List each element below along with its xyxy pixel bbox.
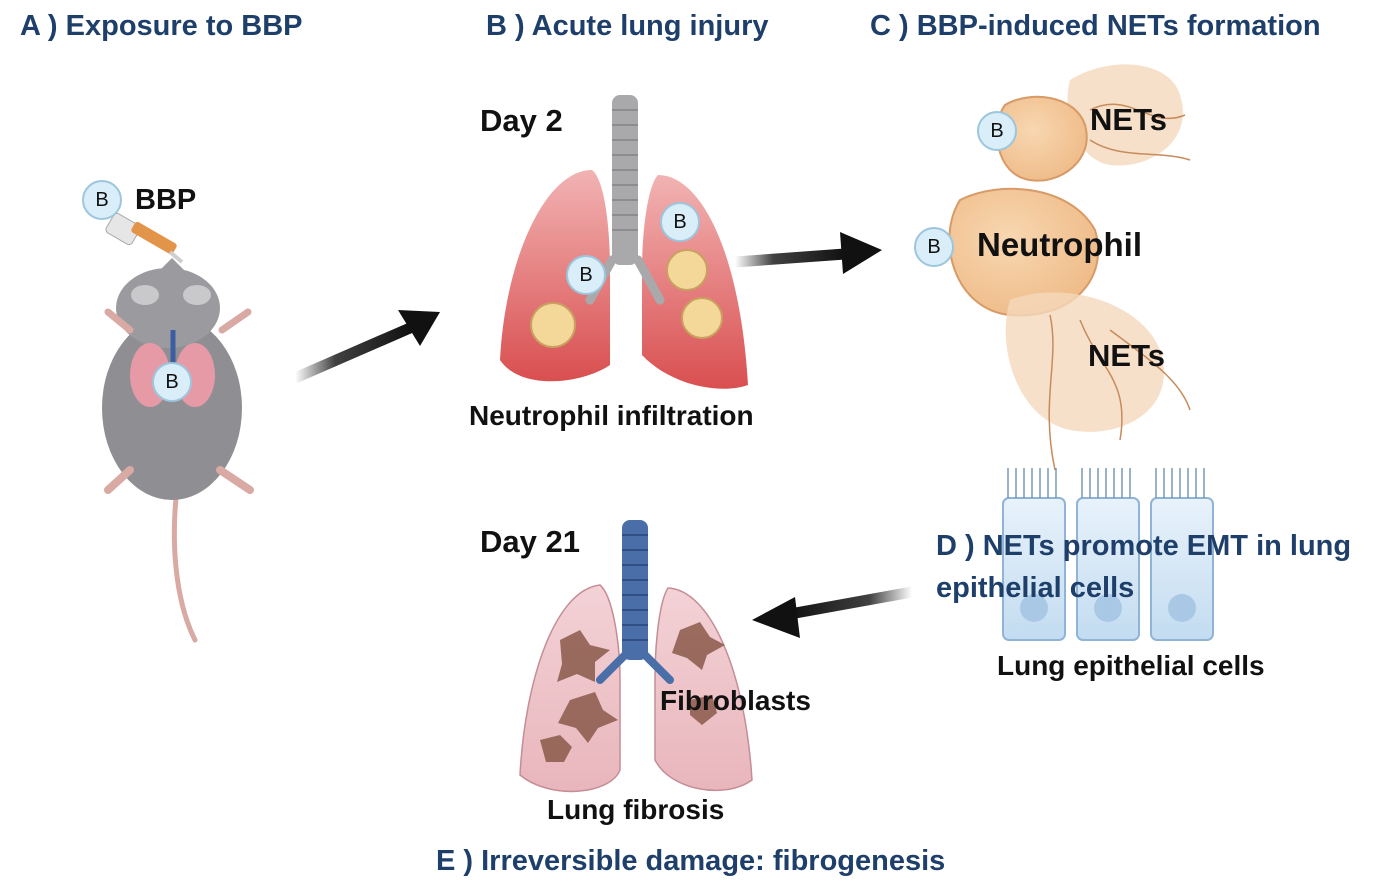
day21-label: Day 21 xyxy=(480,524,580,559)
nets-illustration xyxy=(948,64,1191,471)
fibrotic-lungs xyxy=(519,520,753,793)
neutrophil-label: Neutrophil xyxy=(977,226,1142,263)
epithelial-cells xyxy=(1002,468,1214,641)
b-marker-lung-left: B xyxy=(579,264,593,286)
nets-bottom-label: NETs xyxy=(1088,338,1165,373)
heading-d-line2: epithelial cells xyxy=(936,572,1135,604)
arrow-d-to-e xyxy=(752,586,913,638)
b-marker-neutrophil: B xyxy=(927,236,941,258)
day2-label: Day 2 xyxy=(480,103,563,138)
heading-b: B ) Acute lung injury xyxy=(486,10,769,42)
b-markers xyxy=(82,111,1017,402)
arrow-a-to-b xyxy=(292,310,440,384)
bbp-label: BBP xyxy=(135,184,197,216)
heading-d-line1: D ) NETs promote EMT in lung xyxy=(936,530,1352,562)
mouse-illustration xyxy=(102,212,254,643)
arrow-b-to-c xyxy=(734,232,882,274)
neutrophil-infiltration-label: Neutrophil infiltration xyxy=(469,400,754,431)
heading-e: E ) Irreversible damage: fibrogenesis xyxy=(436,845,946,877)
lung-epithelial-cells-label: Lung epithelial cells xyxy=(997,650,1265,681)
b-marker-nets: B xyxy=(990,120,1004,142)
heading-c: C ) BBP-induced NETs formation xyxy=(870,10,1321,42)
acute-injury-lungs xyxy=(500,95,748,389)
b-marker-mouse: B xyxy=(165,371,179,393)
b-marker-lung-right: B xyxy=(673,211,687,233)
b-marker-dropper: B xyxy=(95,189,109,211)
heading-a: A ) Exposure to BBP xyxy=(20,10,303,42)
lung-fibrosis-label: Lung fibrosis xyxy=(547,794,725,825)
nets-top-label: NETs xyxy=(1090,102,1167,137)
fibroblasts-label: Fibroblasts xyxy=(660,685,811,716)
